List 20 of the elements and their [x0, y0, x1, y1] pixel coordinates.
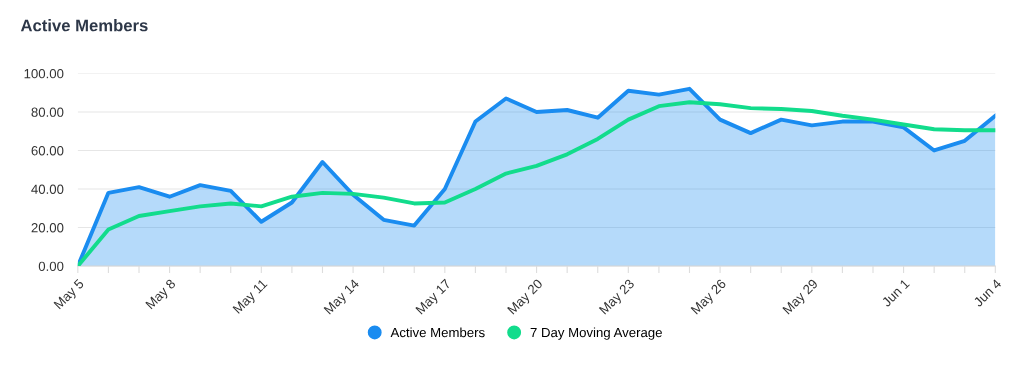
- x-tick-label: May 17: [415, 278, 454, 317]
- y-tick-label: 0.00: [38, 261, 64, 271]
- x-tick-label: May 23: [598, 278, 637, 317]
- x-tick-label: May 26: [690, 278, 729, 317]
- y-tick-label: 100.00: [24, 68, 64, 79]
- x-tick-label: May 5: [53, 278, 87, 312]
- legend-label: 7 Day Moving Average: [530, 327, 662, 340]
- y-tick-label: 40.00: [31, 184, 64, 194]
- x-tick-label: May 20: [506, 278, 545, 317]
- y-tick-label: 20.00: [31, 223, 64, 233]
- chart-title: Active Members: [20, 19, 148, 32]
- x-tick-label: May 29: [782, 278, 821, 317]
- x-tick-label: May 11: [232, 278, 270, 316]
- x-tick-label: Jun 1: [881, 278, 910, 308]
- legend-label: Active Members: [390, 327, 485, 338]
- x-tick-label: May 14: [323, 278, 362, 317]
- x-tick-label: May 8: [145, 278, 178, 312]
- y-tick-label: 60.00: [31, 146, 64, 156]
- x-tick-label: Jun 4: [972, 278, 1002, 308]
- y-tick-label: 80.00: [31, 107, 64, 117]
